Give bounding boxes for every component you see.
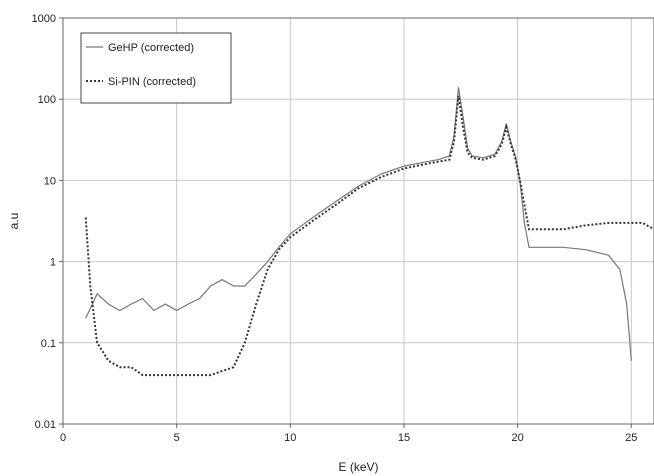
x-tick-label: 10: [284, 432, 296, 444]
y-tick-label: 1: [50, 257, 56, 269]
legend-label-gehp: GeHP (corrected): [108, 42, 194, 54]
x-tick-label: 25: [625, 432, 637, 444]
legend-box: [80, 32, 232, 104]
y-axis-label: a.u: [7, 213, 21, 230]
legend: GeHP (corrected) Si-PIN (corrected): [80, 32, 232, 104]
x-tick-label: 20: [511, 432, 523, 444]
y-tick-labels: 0.01 0.1 1 10 100 1000: [32, 13, 63, 431]
y-tick-label: 1000: [32, 13, 56, 25]
x-tick-label: 5: [174, 432, 180, 444]
x-axis-label: E (keV): [338, 460, 378, 474]
series-line-gehp: [85, 87, 632, 361]
x-tick-label: 0: [60, 432, 66, 444]
y-tick-label: 10: [44, 175, 56, 187]
series-layer: [84, 87, 654, 377]
legend-label-sipin: Si-PIN (corrected): [108, 76, 196, 88]
y-tick-label: 100: [38, 94, 56, 106]
x-tick-labels: 0 5 10 15 20 25: [60, 424, 637, 444]
x-tick-label: 15: [398, 432, 410, 444]
y-tick-label: 0.01: [35, 419, 56, 431]
plot-frame: [62, 17, 654, 425]
series-line-sipin: [84, 95, 654, 377]
y-tick-label: 0.1: [41, 338, 56, 350]
